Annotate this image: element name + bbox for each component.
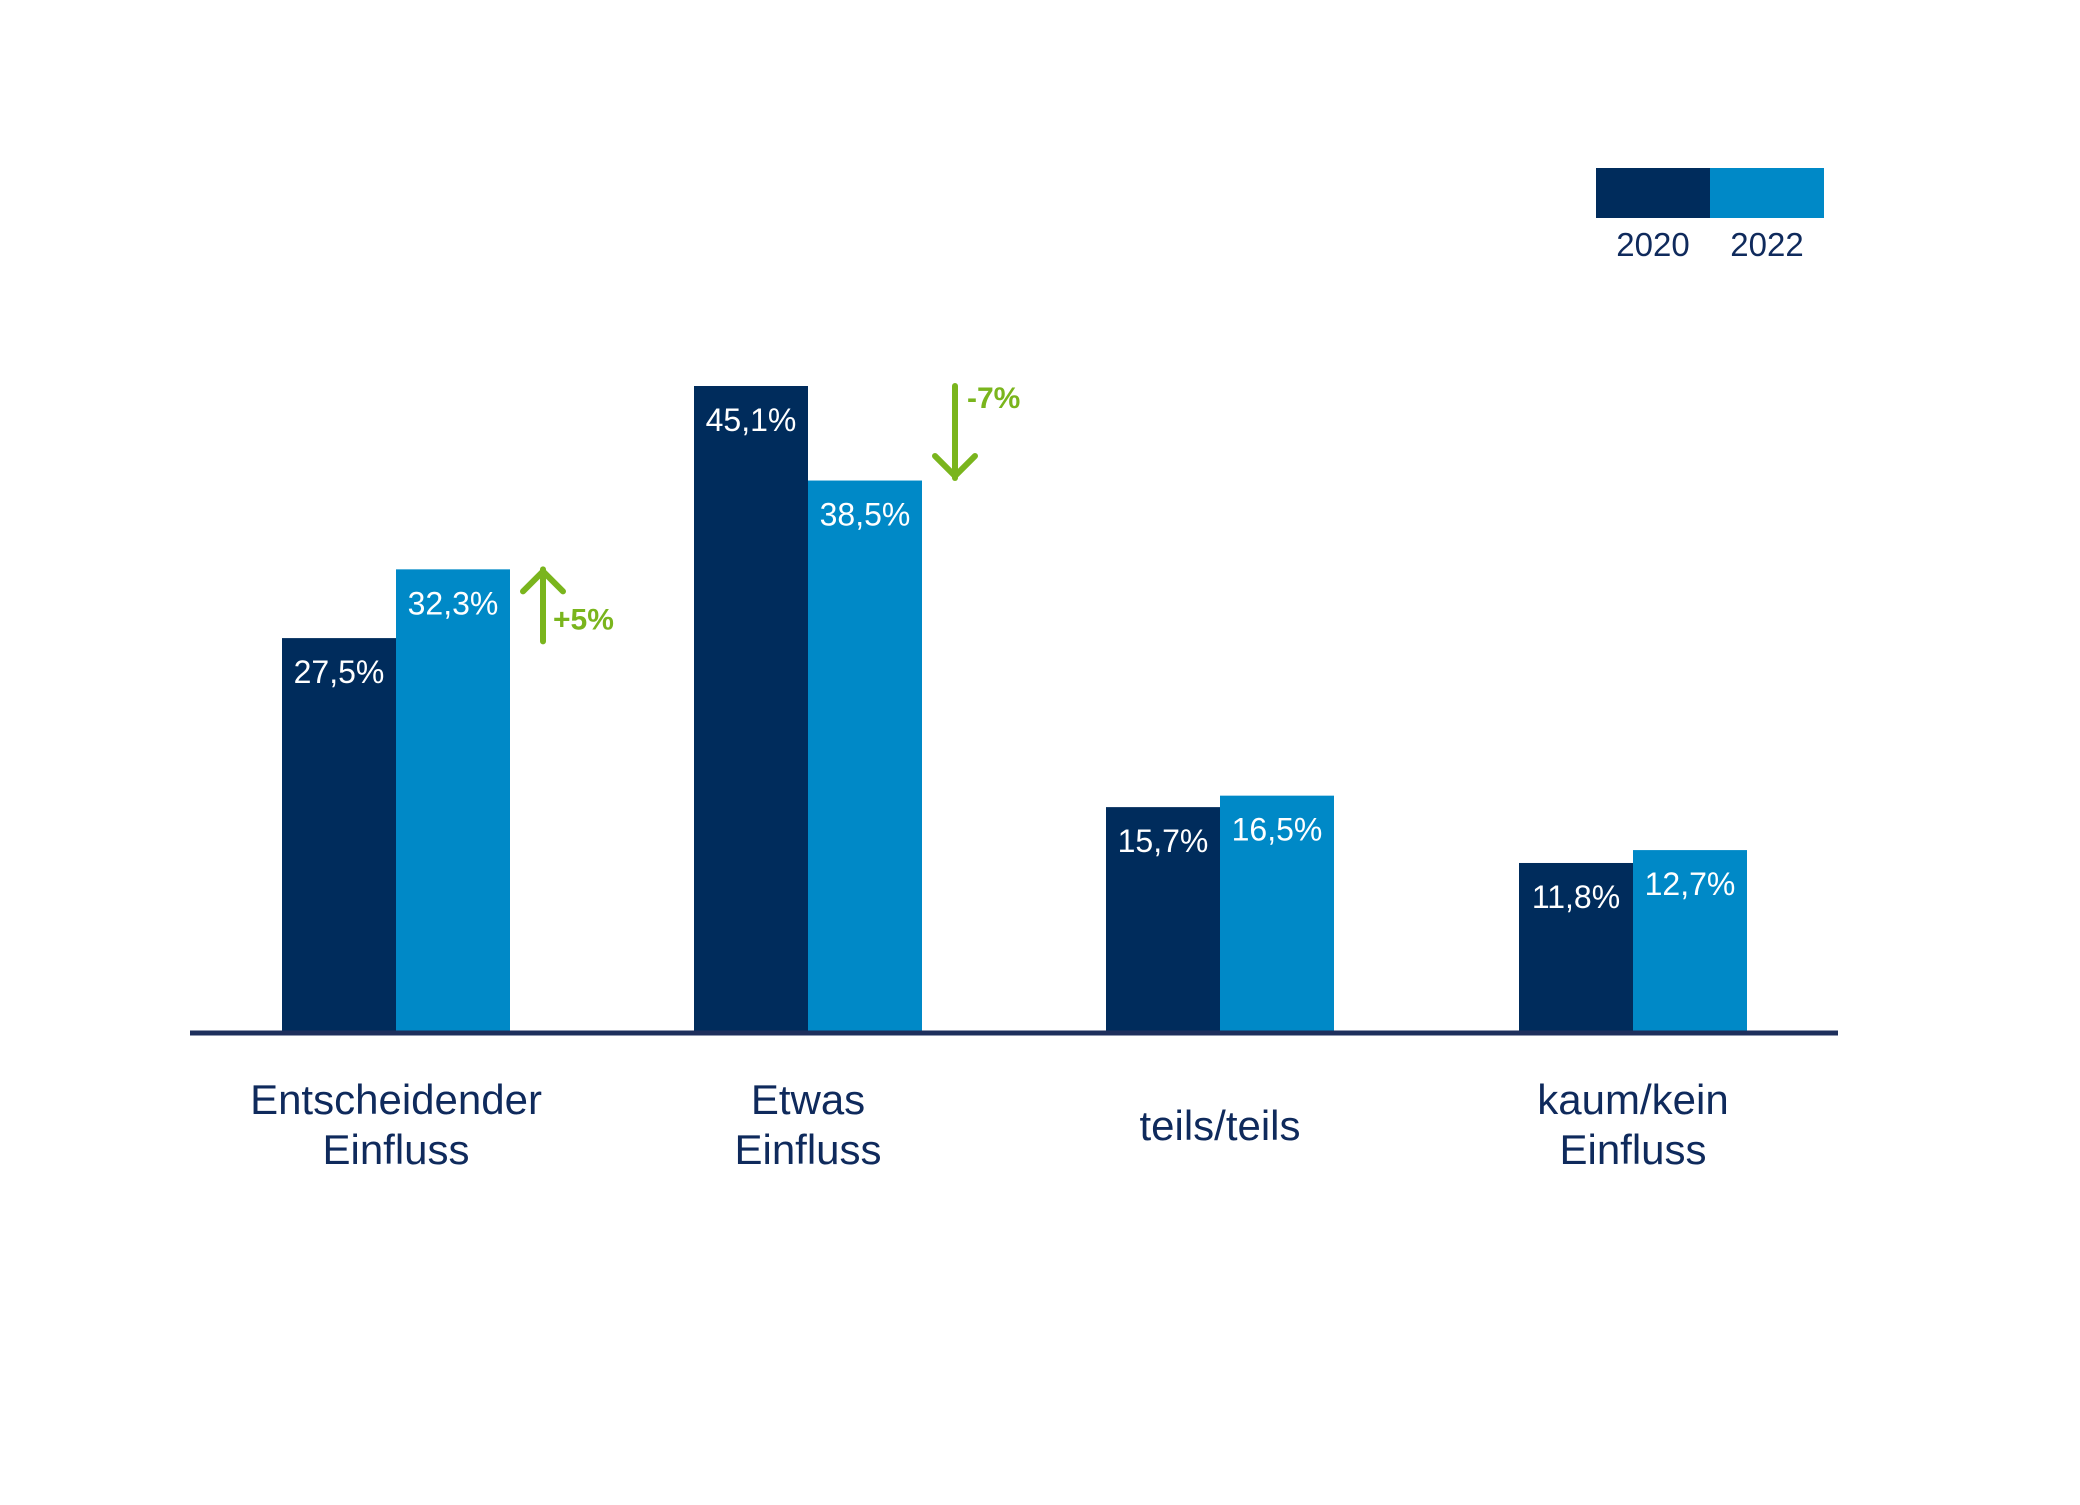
- data-label-2022-3: 12,7%: [1645, 866, 1736, 902]
- data-label-2022-1: 38,5%: [820, 497, 911, 533]
- bar-2020-3: [1519, 862, 1633, 1032]
- change-annotation-0: +5%: [553, 603, 614, 636]
- category-label-2-0: teils/teils: [1139, 1102, 1300, 1149]
- down-arrow-icon: [932, 453, 978, 479]
- bar-2022-2: [1220, 795, 1334, 1032]
- category-label-3-1: Einfluss: [1559, 1126, 1706, 1173]
- bar-2020-2: [1106, 807, 1220, 1032]
- change-annotation-1: -7%: [967, 382, 1020, 415]
- category-label-0-0: Entscheidender: [250, 1076, 542, 1123]
- data-label-2022-0: 32,3%: [408, 585, 499, 621]
- data-label-2022-2: 16,5%: [1232, 812, 1323, 848]
- bar-2020-1: [694, 386, 808, 1032]
- up-arrow-icon: [520, 568, 566, 595]
- category-label-1-0: Etwas: [751, 1076, 865, 1123]
- legend-label-2022: 2022: [1730, 226, 1803, 263]
- legend-label-2020: 2020: [1616, 226, 1689, 263]
- bar-2022-1: [808, 480, 922, 1032]
- bar-2022-0: [396, 569, 510, 1032]
- data-label-2020-3: 11,8%: [1532, 879, 1620, 915]
- category-label-0-1: Einfluss: [322, 1126, 469, 1173]
- bar-2020-0: [282, 638, 396, 1032]
- data-label-2020-2: 15,7%: [1118, 823, 1209, 859]
- data-label-2020-1: 45,1%: [706, 402, 797, 438]
- legend-swatch-2020: [1596, 168, 1710, 218]
- category-label-1-1: Einfluss: [734, 1126, 881, 1173]
- category-label-3-0: kaum/kein: [1537, 1076, 1728, 1123]
- legend-swatch-2022: [1710, 168, 1824, 218]
- data-label-2020-0: 27,5%: [294, 654, 385, 690]
- bar-2022-3: [1633, 850, 1747, 1032]
